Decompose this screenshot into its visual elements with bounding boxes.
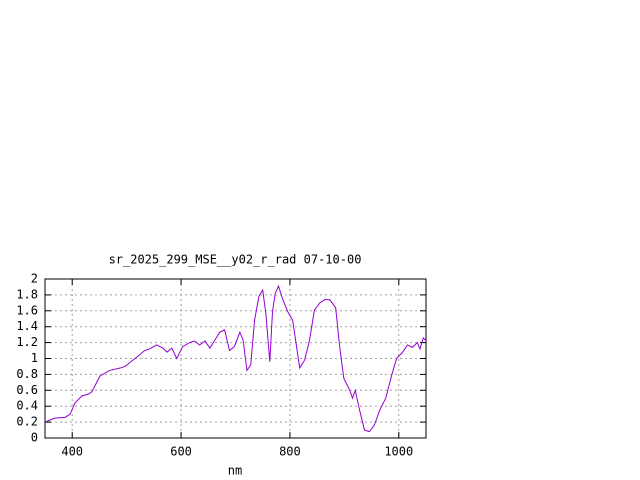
y-tick-label: 1.6: [16, 303, 38, 317]
chart-title: sr_2025_299_MSE__y02_r_rad 07-10-00: [109, 253, 362, 267]
x-tick-label: 1000: [384, 445, 413, 459]
plot-frame: [44, 278, 427, 439]
y-tick-label: 2: [31, 272, 38, 286]
data-line: [44, 284, 426, 433]
y-tick-label: 0: [31, 431, 38, 445]
y-tick-label: 1.8: [16, 287, 38, 301]
y-tick-label: 0.8: [16, 367, 38, 381]
x-axis-label: nm: [228, 464, 242, 478]
y-tick-label: 1.4: [16, 319, 38, 333]
y-tick-label: 1: [31, 351, 38, 365]
y-tick-label: 1.2: [16, 335, 38, 349]
y-tick-label: 0.6: [16, 383, 38, 397]
x-tick-label: 400: [61, 445, 83, 459]
x-tick-label: 600: [170, 445, 192, 459]
x-tick-label: 800: [279, 445, 301, 459]
y-tick-label: 0.2: [16, 415, 38, 429]
y-tick-label: 0.4: [16, 399, 38, 413]
